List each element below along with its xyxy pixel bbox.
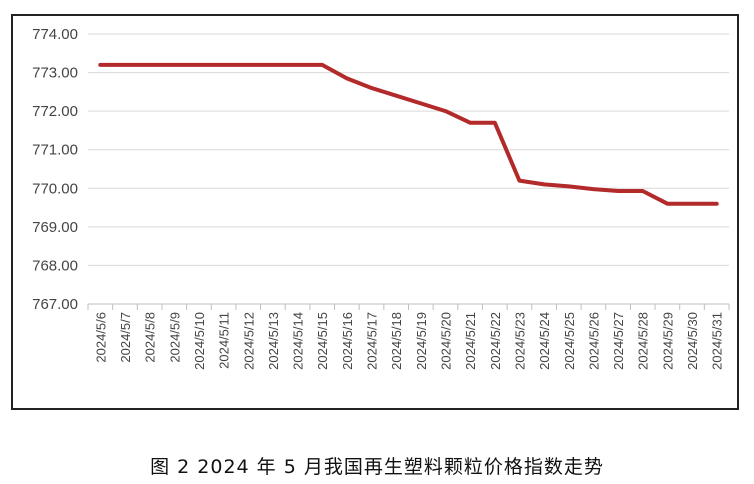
x-tick-label: 2024/5/27 [611, 312, 626, 370]
x-tick-label: 2024/5/22 [488, 312, 503, 370]
x-tick-label: 2024/5/7 [118, 312, 133, 363]
x-tick-label: 2024/5/30 [685, 312, 700, 370]
figure-caption: 图 2 2024 年 5 月我国再生塑料颗粒价格指数走势 [150, 456, 604, 478]
line-chart: 767.00 768.00 769.00 770.00 771.00 772.00 773.… [32, 26, 730, 370]
axes [87, 303, 730, 310]
series-polyline [98, 62, 719, 206]
x-tick-label: 2024/5/10 [192, 312, 207, 370]
x-tick-label: 2024/5/18 [389, 312, 404, 370]
x-tick-label: 2024/5/13 [266, 312, 281, 370]
x-tick-label: 2024/5/12 [241, 312, 256, 370]
chart-frame: 767.00 768.00 769.00 770.00 771.00 772.00 773.… [11, 14, 739, 410]
x-tick-label: 2024/5/16 [340, 312, 355, 370]
y-axis-tick-labels: 767.00 768.00 769.00 770.00 771.00 772.00 773.… [32, 26, 78, 313]
x-tick-label: 2024/5/15 [315, 312, 330, 370]
x-tick-label: 2024/5/11 [217, 312, 232, 369]
x-tick-label: 2024/5/26 [586, 312, 601, 370]
x-tick-label: 2024/5/23 [512, 312, 527, 370]
y-tick-label: 767.00 [32, 296, 78, 313]
x-tick-label: 2024/5/21 [463, 312, 478, 370]
series-line [98, 62, 719, 206]
y-tick-label: 773.00 [32, 65, 78, 82]
y-tick-label: 772.00 [32, 103, 78, 120]
x-tick-label: 2024/5/25 [562, 312, 577, 370]
x-tick-label: 2024/5/9 [167, 312, 182, 363]
x-tick-label: 2024/5/29 [660, 312, 675, 370]
grid-lines [88, 33, 729, 266]
x-tick-label: 2024/5/17 [365, 312, 380, 370]
y-tick-label: 771.00 [32, 142, 78, 159]
x-tick-label: 2024/5/19 [414, 312, 429, 370]
y-tick-label: 774.00 [32, 26, 78, 43]
x-tick-label: 2024/5/24 [537, 312, 552, 370]
x-tick-label: 2024/5/28 [636, 312, 651, 370]
x-tick-label: 2024/5/6 [93, 312, 108, 363]
x-tick-label: 2024/5/20 [438, 312, 453, 370]
x-tick-label: 2024/5/14 [291, 312, 306, 370]
y-tick-label: 770.00 [32, 180, 78, 197]
x-tick-label: 2024/5/8 [143, 312, 158, 363]
x-tick-label: 2024/5/31 [710, 312, 725, 370]
x-axis-tick-labels: 2024/5/6 2024/5/7 2024/5/8 2024/5/9 2024/5/1… [93, 312, 724, 370]
y-tick-label: 769.00 [32, 219, 78, 236]
y-tick-label: 768.00 [32, 257, 78, 274]
